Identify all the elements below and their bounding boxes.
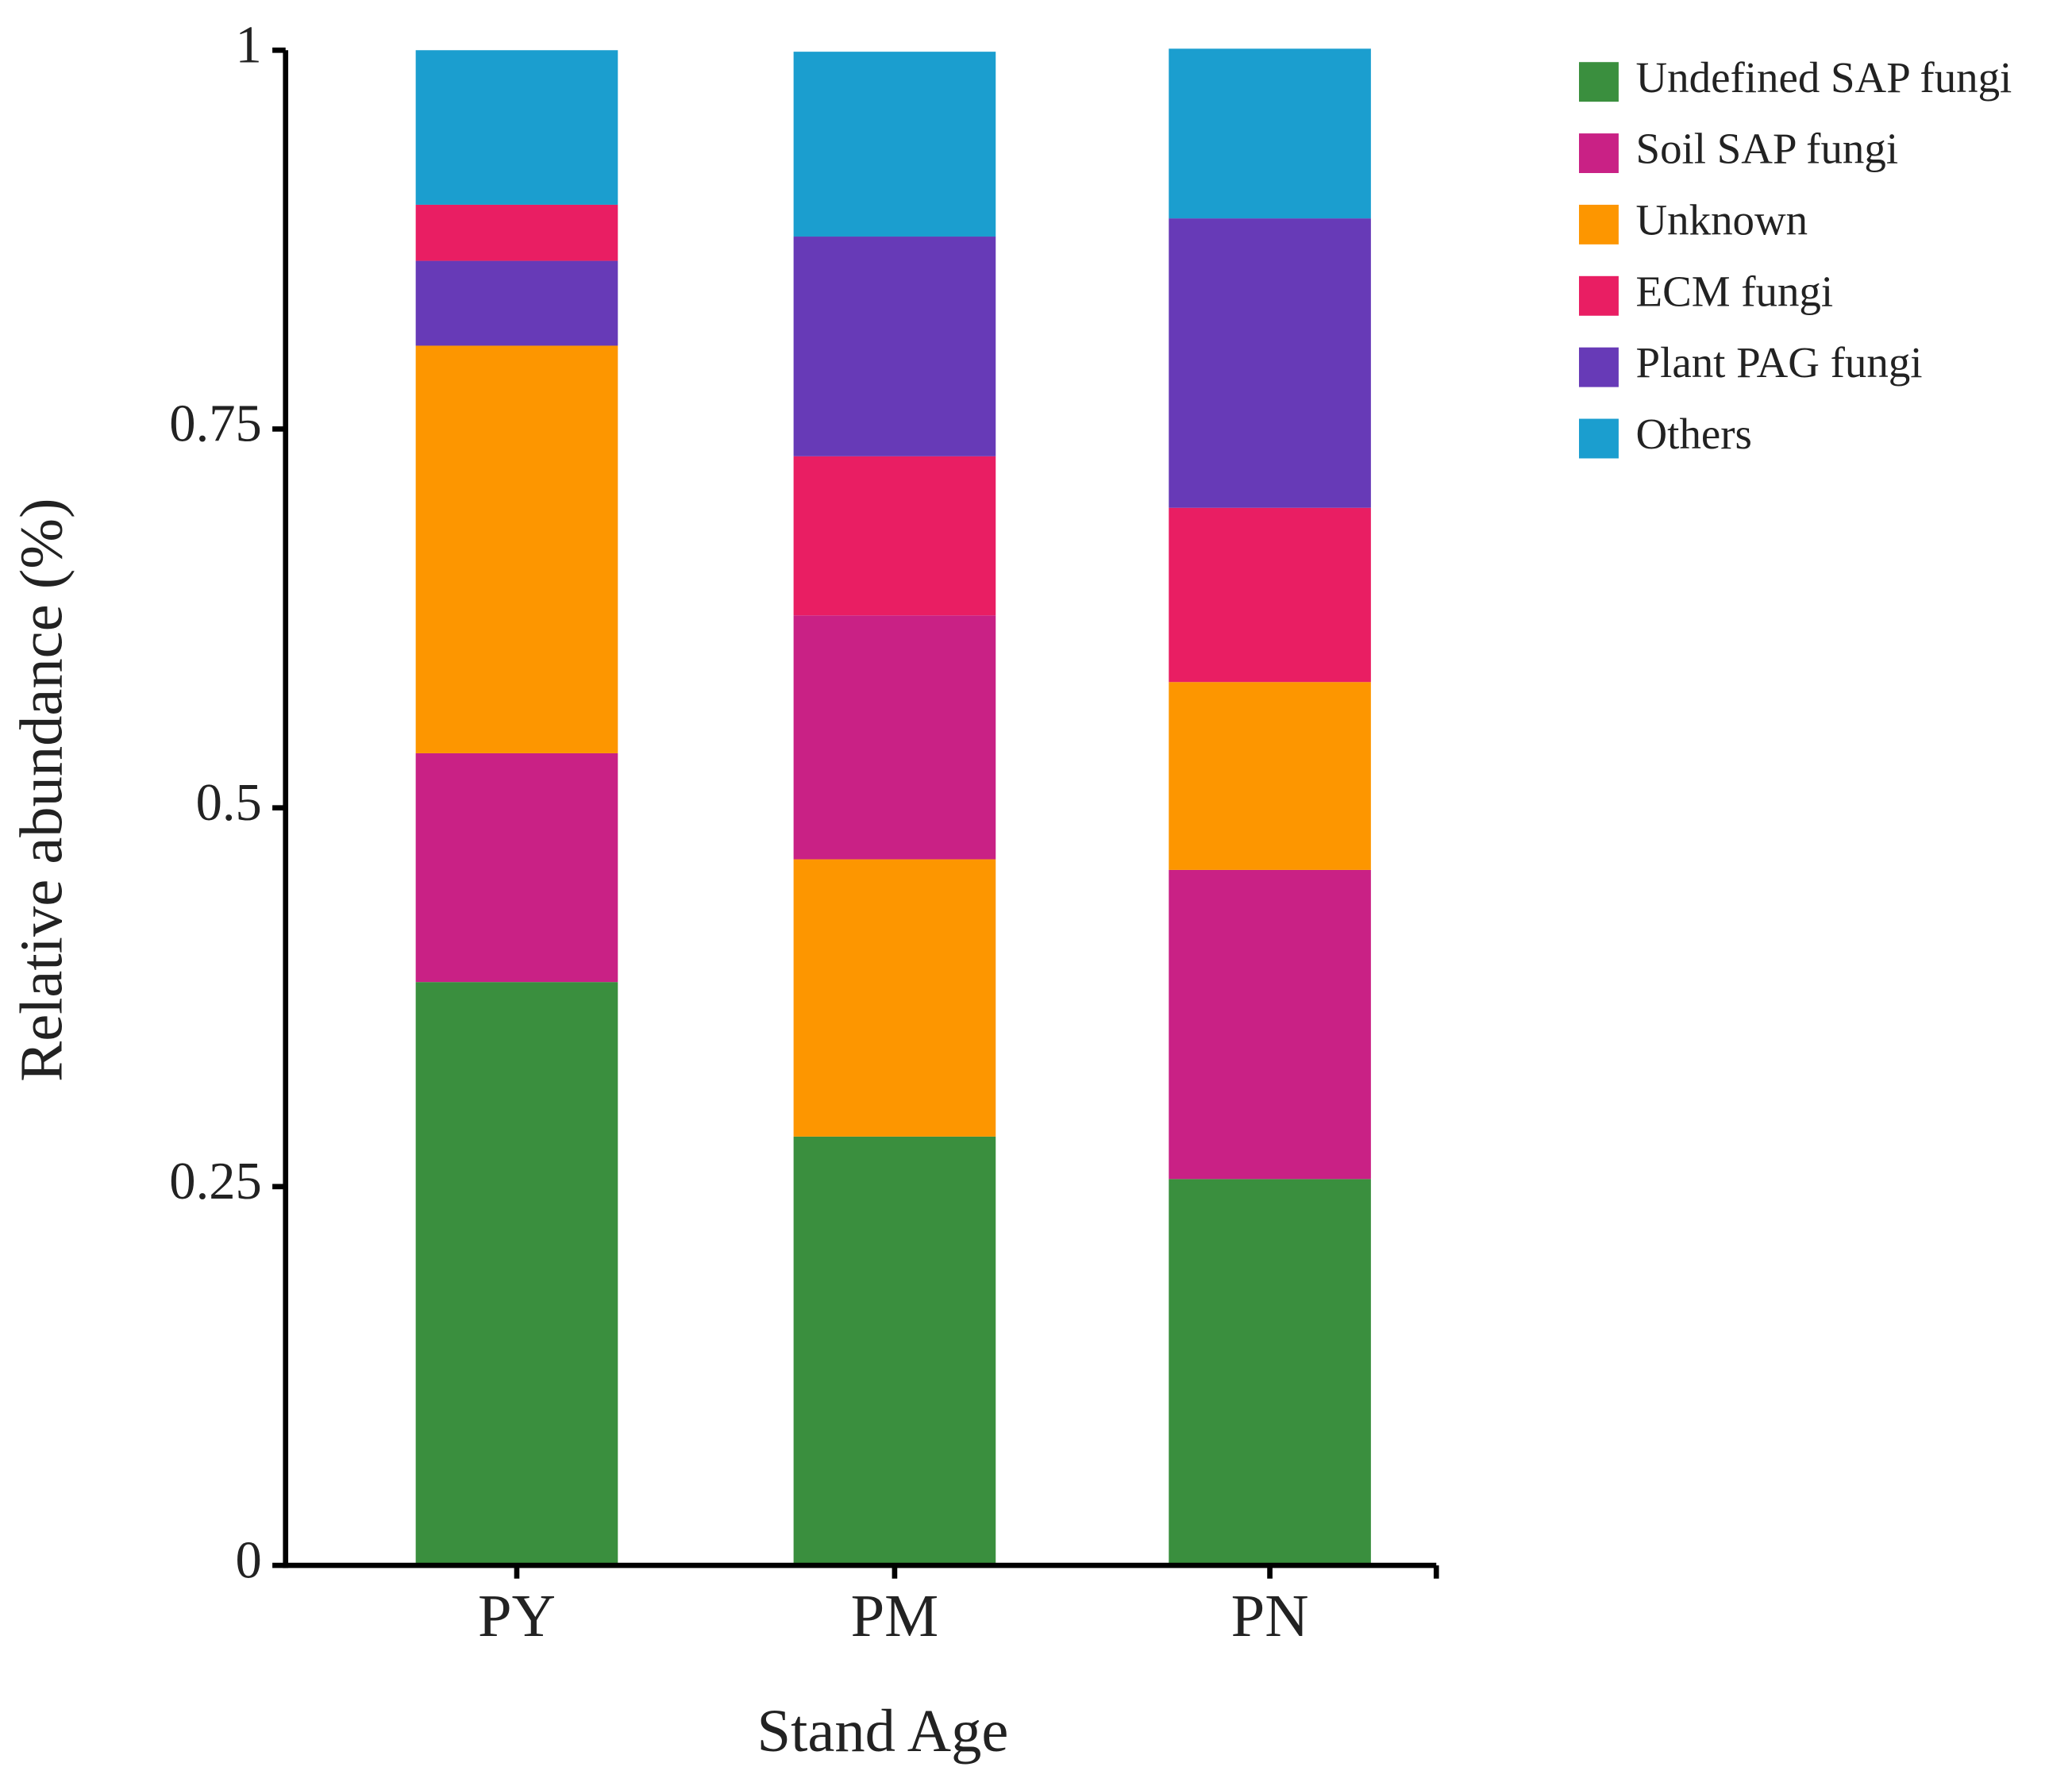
x-tick-label: PY <box>478 1582 556 1649</box>
legend-swatch <box>1578 62 1619 102</box>
bar-segment <box>415 345 618 753</box>
bar-segment <box>1169 218 1371 508</box>
y-tick-label: 0.25 <box>169 1153 261 1211</box>
legend-label: ECM fungi <box>1636 267 1834 315</box>
legend-label: Plant PAG fungi <box>1636 338 1923 387</box>
y-tick-label: 0.75 <box>169 395 261 453</box>
bar-segment <box>415 260 618 346</box>
bar-segment <box>793 1136 996 1566</box>
bar-segment <box>793 859 996 1137</box>
bar-segment <box>415 982 618 1566</box>
x-axis-title: Stand Age <box>757 1697 1009 1765</box>
bar-segment <box>415 204 618 261</box>
bar-segment <box>793 52 996 237</box>
y-tick-label: 1 <box>235 17 261 75</box>
bar-segment <box>1169 48 1371 219</box>
bar-segment <box>1169 507 1371 683</box>
y-tick-label: 0.5 <box>196 774 262 832</box>
legend-swatch <box>1578 204 1619 244</box>
legend-swatch <box>1578 347 1619 387</box>
bar-segment <box>793 237 996 456</box>
legend-label: Soil SAP fungi <box>1636 125 1899 173</box>
legend-label: Undefined SAP fungi <box>1636 53 2012 102</box>
y-tick-label: 0 <box>235 1531 261 1589</box>
bar-segment <box>793 456 996 616</box>
y-axis-title: Relative abundance (%) <box>8 498 75 1082</box>
legend-label: Unknown <box>1636 196 1808 244</box>
legend-swatch <box>1578 418 1619 459</box>
legend-swatch <box>1578 275 1619 316</box>
legend-label: Others <box>1636 410 1752 458</box>
bar-segment <box>793 615 996 860</box>
legend-swatch <box>1578 133 1619 174</box>
bar-segment <box>415 50 618 205</box>
x-tick-label: PN <box>1231 1582 1309 1649</box>
bar-segment <box>1169 682 1371 870</box>
x-tick-label: PM <box>851 1582 939 1649</box>
bar-segment <box>1169 1179 1371 1566</box>
bar-segment <box>415 753 618 983</box>
bar-segment <box>1169 869 1371 1180</box>
